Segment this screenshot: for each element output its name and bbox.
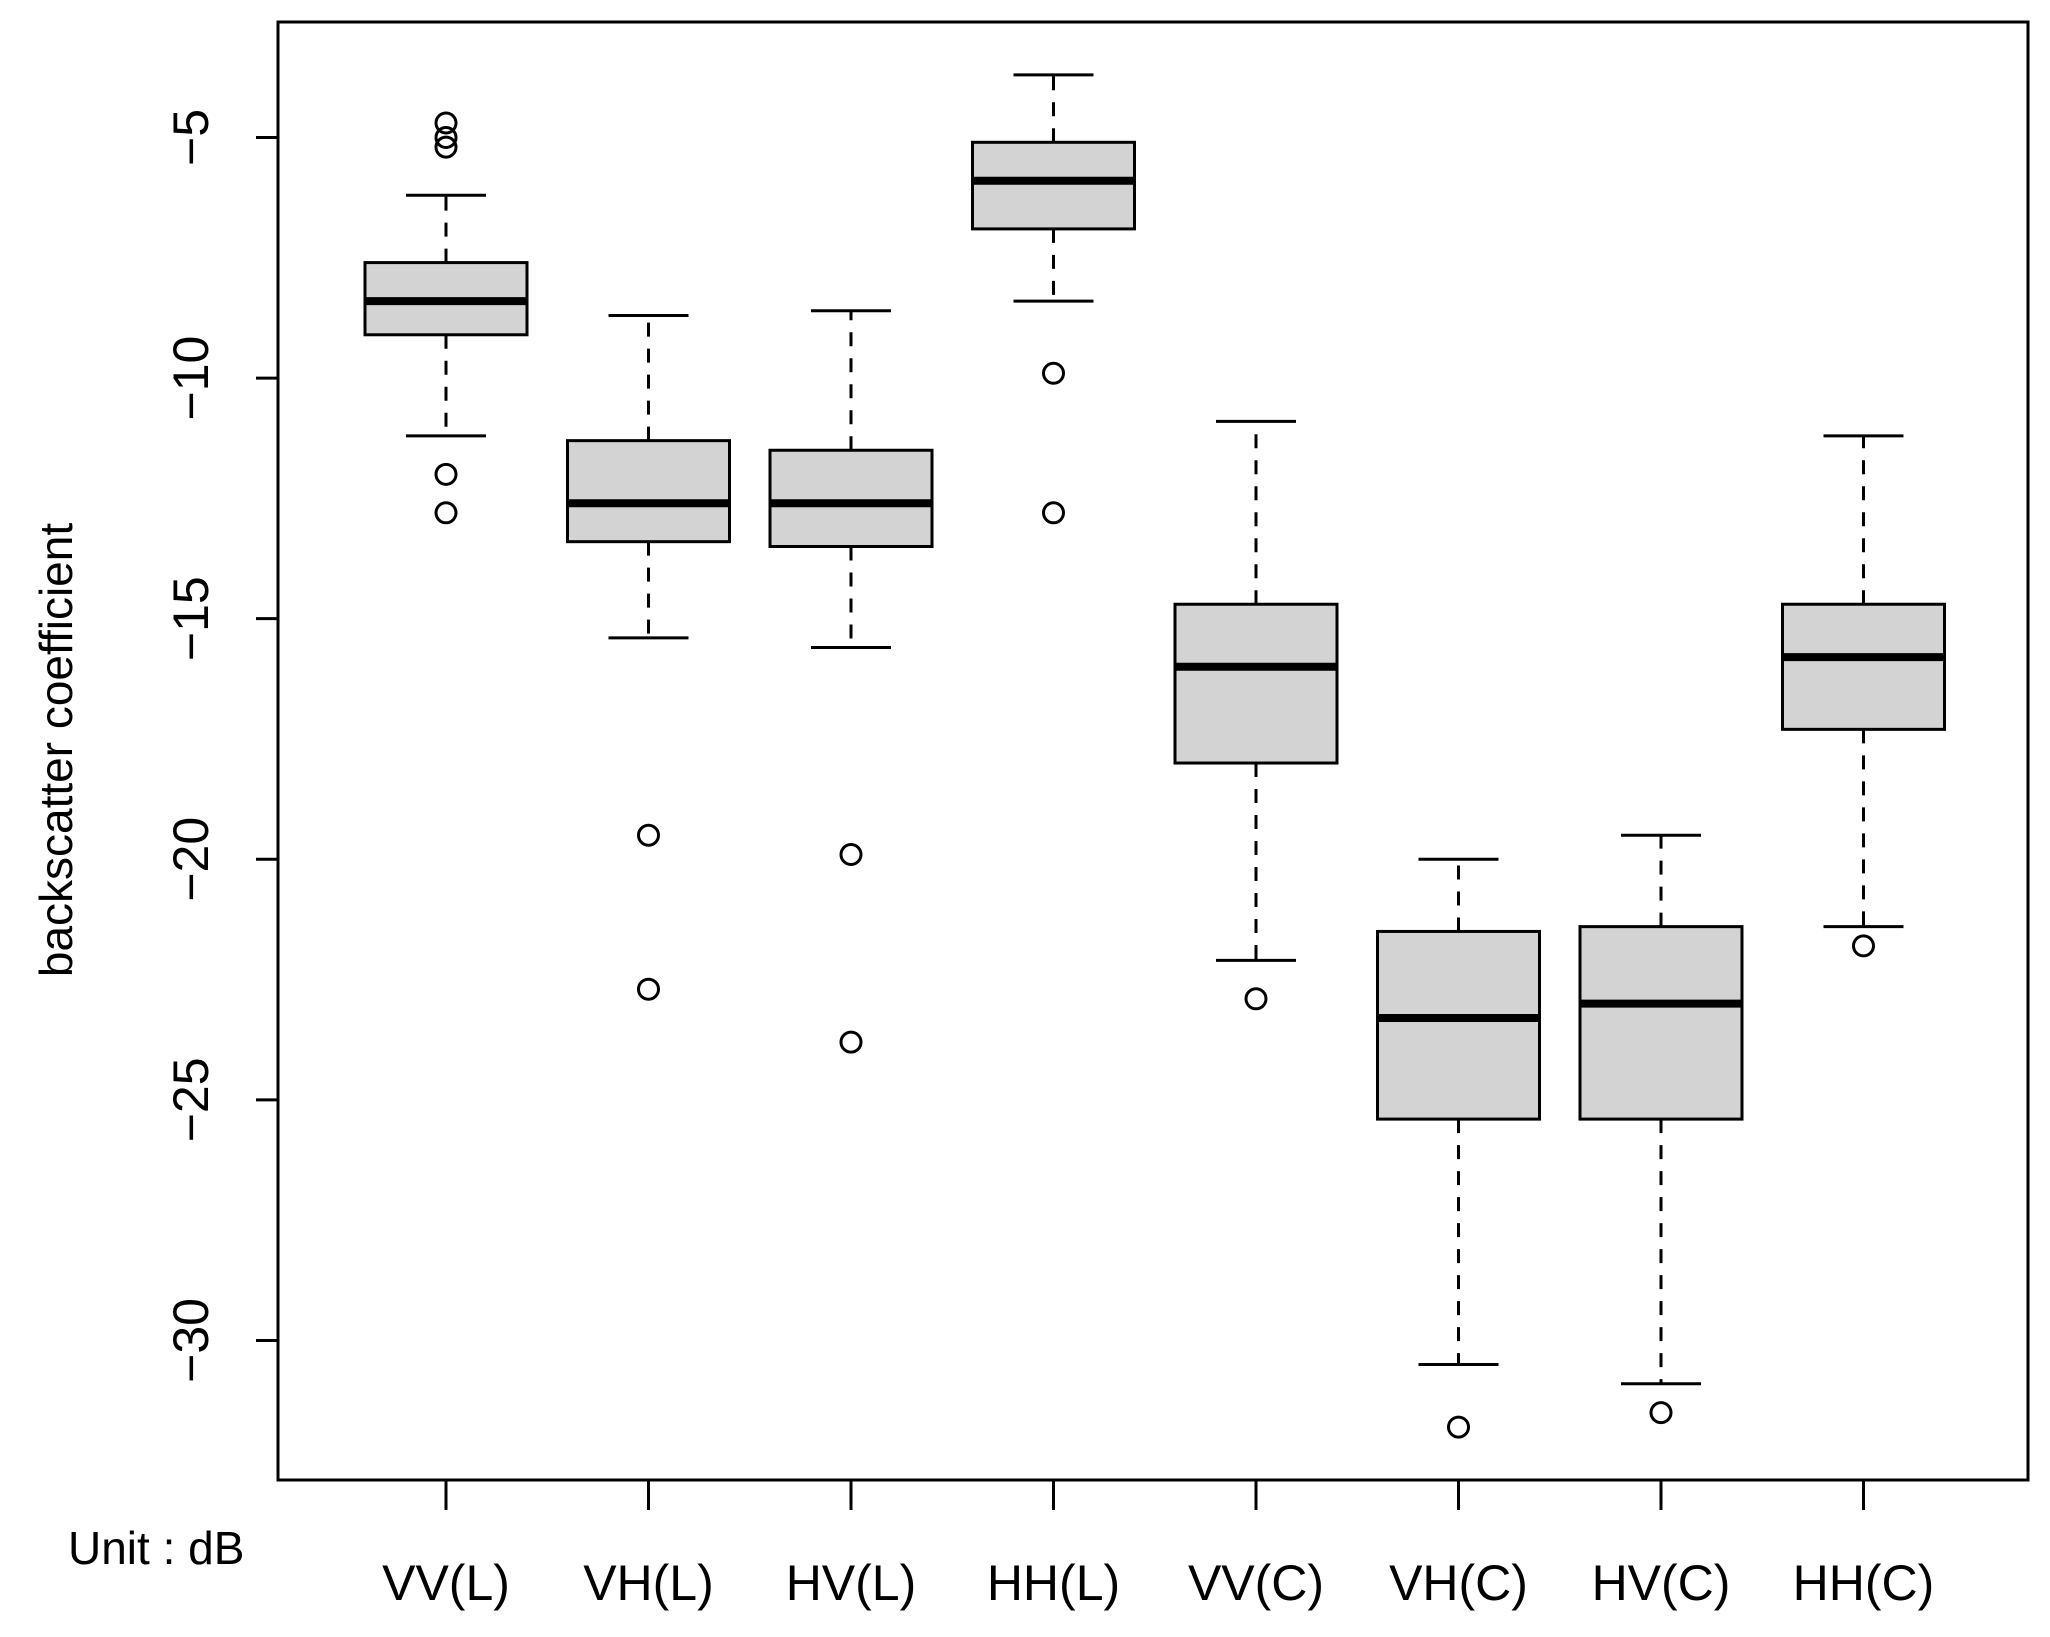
- outlier-point: [434, 125, 458, 149]
- box-vvc: [1173, 419, 1339, 1011]
- y-tick-label: −5: [163, 109, 219, 166]
- y-axis-label: backscatter coefficient: [30, 523, 82, 977]
- box-hvl: [768, 309, 934, 1054]
- y-tick-label: −20: [163, 817, 219, 902]
- outlier-point: [839, 842, 863, 866]
- outlier-point: [434, 501, 458, 525]
- box-vhc: [1376, 857, 1541, 1439]
- outlier-point: [1649, 1401, 1673, 1425]
- box-vvl: [363, 111, 529, 525]
- iqr-box: [1173, 602, 1339, 765]
- outlier-point: [637, 977, 660, 1001]
- box-hhc: [1781, 434, 1946, 958]
- x-tick-label: VV(C): [1188, 1555, 1324, 1611]
- outlier-point: [839, 1030, 863, 1054]
- x-tick-label: HH(L): [987, 1555, 1120, 1611]
- outlier-point: [1042, 361, 1065, 385]
- outlier-point: [434, 135, 458, 159]
- box-hhl: [971, 73, 1136, 525]
- iqr-box: [566, 439, 731, 544]
- iqr-box: [768, 448, 934, 548]
- iqr-box: [971, 140, 1136, 231]
- x-tick-label: HV(C): [1592, 1555, 1731, 1611]
- y-tick-label: −15: [163, 576, 219, 661]
- outlier-point: [1852, 934, 1875, 958]
- plot-frame: [276, 20, 2030, 1482]
- iqr-box: [1376, 929, 1541, 1121]
- x-tick-label: HV(L): [786, 1555, 917, 1611]
- y-tick-label: −10: [163, 336, 219, 421]
- outlier-point: [434, 111, 458, 135]
- y-axis: −5 −10 −15 −20 −25 −30: [163, 109, 278, 1383]
- x-tick-label: VV(L): [382, 1555, 510, 1611]
- boxes-group: [363, 73, 1946, 1439]
- box-vhl: [566, 314, 731, 1001]
- outlier-point: [1042, 501, 1065, 525]
- unit-note: Unit : dB: [68, 1522, 244, 1574]
- outlier-point: [637, 823, 660, 847]
- x-axis: VV(L) VH(L) HV(L) HH(L) VV(C) VH(C) HV(C) HH(C): [382, 1480, 1934, 1611]
- outlier-point: [434, 462, 458, 486]
- outlier-point: [1244, 987, 1268, 1011]
- y-tick-label: −25: [163, 1057, 219, 1142]
- iqr-box: [1781, 602, 1946, 731]
- box-hvc: [1578, 833, 1744, 1425]
- x-tick-label: HH(C): [1793, 1555, 1935, 1611]
- y-tick-label: −30: [163, 1298, 219, 1383]
- iqr-box: [1578, 925, 1744, 1121]
- x-tick-label: VH(C): [1389, 1555, 1528, 1611]
- x-tick-label: VH(L): [583, 1555, 714, 1611]
- outlier-point: [1447, 1415, 1470, 1439]
